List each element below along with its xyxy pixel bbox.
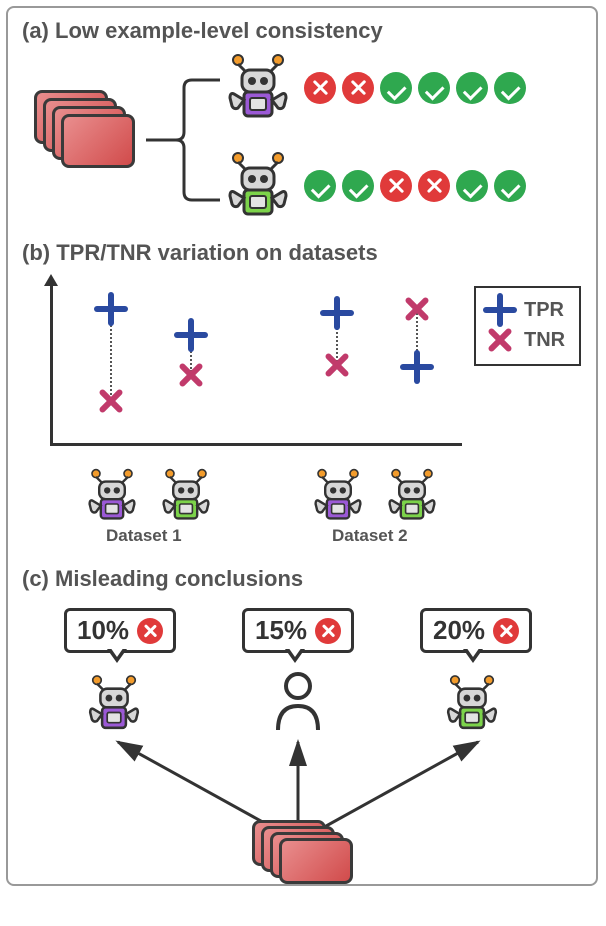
tpr-point	[400, 350, 434, 384]
check-icon	[456, 170, 488, 202]
robot-icon	[312, 467, 363, 525]
figure-container: (a) Low example-level consistency	[6, 6, 598, 886]
robot-icon	[226, 52, 290, 124]
robot-icon	[445, 673, 499, 734]
check-icon	[418, 72, 450, 104]
tpr-point	[320, 296, 354, 330]
robot-icon	[87, 673, 141, 734]
tpr-point	[94, 292, 128, 326]
section-b-title: (b) TPR/TNR variation on datasets	[22, 240, 378, 266]
check-icon	[494, 170, 526, 202]
card-stack-a	[34, 90, 134, 168]
robot-icon	[86, 467, 137, 525]
marks-row-2	[304, 170, 526, 202]
tnr-point	[316, 344, 358, 386]
legend-label: TPR	[524, 299, 564, 322]
card-stack-c	[252, 820, 362, 880]
robot-icon	[226, 150, 290, 222]
pct-label: 20%	[433, 615, 485, 646]
dataset-label: Dataset 2	[332, 526, 408, 546]
section-a-title: (a) Low example-level consistency	[22, 18, 383, 44]
pct-label: 10%	[77, 615, 129, 646]
check-icon	[342, 170, 374, 202]
tnr-point	[170, 354, 212, 396]
x-icon	[137, 618, 163, 644]
speech-bubble: 10%	[64, 608, 176, 653]
check-icon	[380, 72, 412, 104]
tnr-point	[90, 380, 132, 422]
check-icon	[494, 72, 526, 104]
marks-row-1	[304, 72, 526, 104]
pct-label: 15%	[255, 615, 307, 646]
chart-legend: TPR TNR	[474, 286, 581, 366]
speech-bubble: 20%	[420, 608, 532, 653]
robot-icon	[160, 467, 211, 525]
legend-label: TNR	[524, 329, 565, 352]
x-icon	[304, 72, 336, 104]
tpr-point	[174, 318, 208, 352]
dataset-label: Dataset 1	[106, 526, 182, 546]
x-icon	[380, 170, 412, 202]
robot-icon	[386, 467, 437, 525]
x-icon	[315, 618, 341, 644]
x-icon	[418, 170, 450, 202]
section-c-title: (c) Misleading conclusions	[22, 566, 303, 592]
x-icon	[493, 618, 519, 644]
check-icon	[456, 72, 488, 104]
x-icon	[342, 72, 374, 104]
tnr-point	[396, 288, 438, 330]
speech-bubble: 15%	[242, 608, 354, 653]
person-icon	[270, 668, 326, 734]
bracket-icon	[136, 70, 226, 210]
check-icon	[304, 170, 336, 202]
